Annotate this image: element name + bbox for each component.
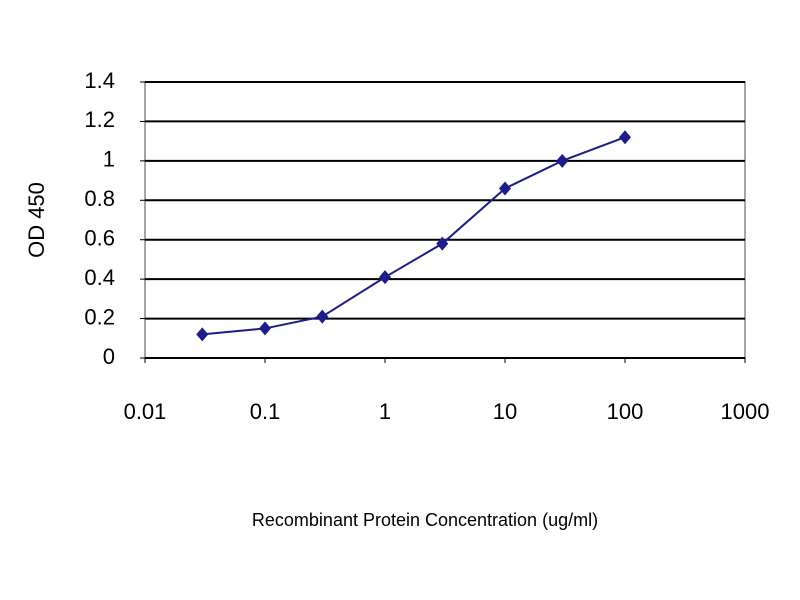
y-tick-label: 1.4 [84, 68, 115, 93]
data-point [556, 153, 569, 168]
data-point [619, 130, 631, 145]
x-tick-label: 10 [493, 399, 517, 424]
x-tick-label: 1 [379, 399, 391, 424]
data-point [316, 309, 329, 324]
data-point [499, 181, 511, 196]
y-tick-label: 0.4 [84, 265, 115, 290]
y-tick-label: 1.2 [84, 107, 115, 132]
data-line [202, 136, 626, 336]
data-point [436, 236, 449, 251]
y-axis-label: OD 450 [24, 182, 49, 258]
x-tick-label: 100 [607, 399, 644, 424]
y-tick-label: 0.8 [84, 186, 115, 211]
y-tick-label: 0.2 [84, 304, 115, 329]
x-tick-label: 0.1 [250, 399, 281, 424]
data-point [379, 270, 391, 285]
y-tick-label: 0.6 [84, 226, 115, 251]
data-point [259, 321, 271, 336]
data-point [196, 327, 209, 342]
plot-area [144, 81, 746, 359]
y-tick-label: 0 [103, 344, 115, 369]
x-tick-label: 0.01 [124, 399, 167, 424]
x-tick-label: 1000 [721, 399, 770, 424]
y-tick-label: 1 [103, 147, 115, 172]
x-axis-label: Recombinant Protein Concentration (ug/ml… [252, 510, 598, 530]
